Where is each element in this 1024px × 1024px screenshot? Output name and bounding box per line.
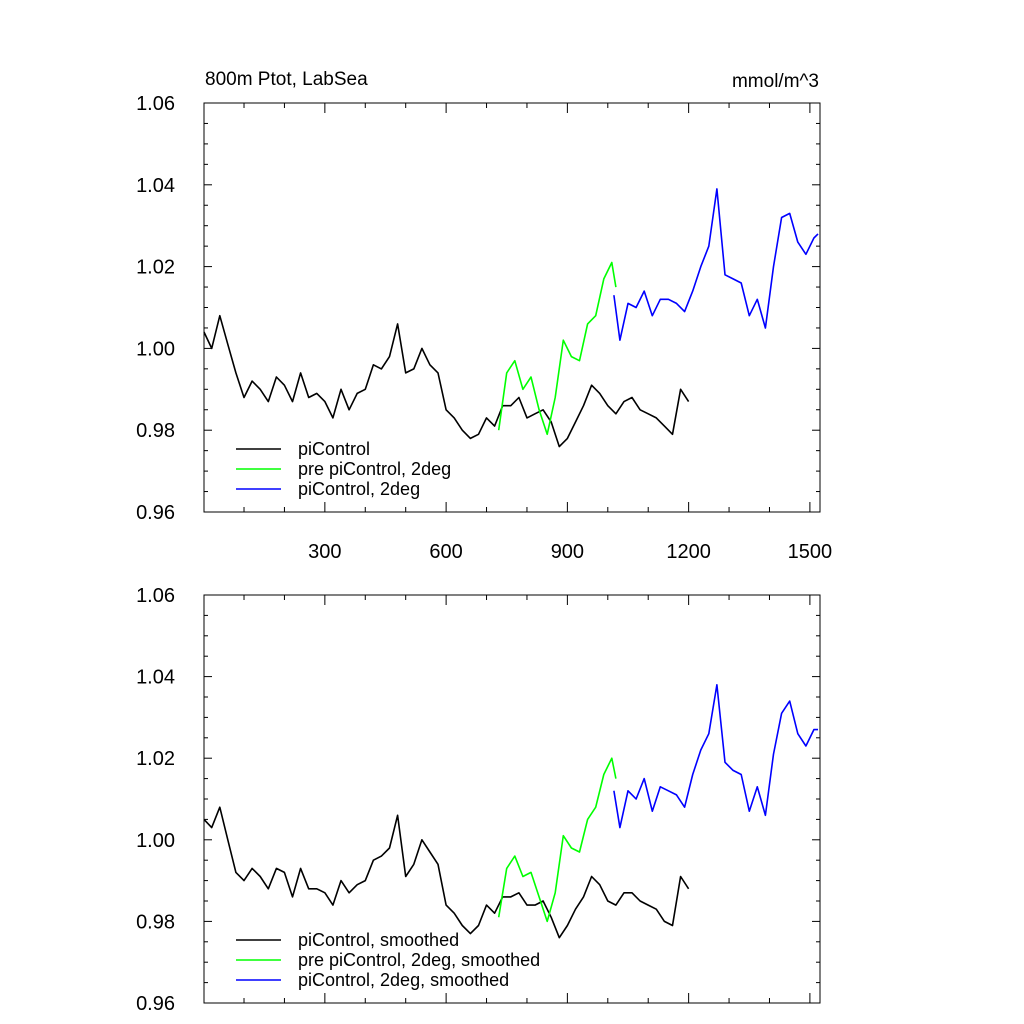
series-line-2 [497,261,617,436]
y-tick-label: 1.00 [136,830,175,852]
series-line-3 [613,188,819,342]
chart-title: 800m Ptot, LabSea [205,69,368,90]
chart-units: mmol/m^3 [732,71,819,92]
series-line-2 [497,757,617,923]
series-line-1 [203,314,690,448]
y-tick-label: 1.06 [136,93,175,115]
x-tick-label: 1500 [788,541,833,563]
legend-label: pre piControl, 2deg, smoothed [298,950,540,970]
x-tick-label: 600 [429,541,462,563]
y-tick-label: 0.98 [136,420,175,442]
legend-label: piControl, 2deg, smoothed [298,970,509,990]
x-tick-label: 900 [551,541,584,563]
top-panel: 0.96 0.98 1.00 1.02 1.04 1.06 300 600 900 1200 150… [136,93,832,563]
x-tick-label: 300 [308,541,341,563]
legend-label: piControl, 2deg [298,479,420,499]
bottom-panel: 0.96 0.98 1.00 1.02 1.04 1.06 piControl, smoot… [136,585,821,1015]
y-tick-label: 1.00 [136,338,175,360]
x-tick-label: 1200 [666,541,711,563]
legend-label: piControl, smoothed [298,930,459,950]
series-line-1 [203,806,690,939]
y-tick-label: 0.96 [136,502,175,524]
plot-frame [203,594,821,1004]
y-tick-label: 0.98 [136,911,175,933]
y-tick-label: 0.96 [136,993,175,1015]
y-tick-label: 1.04 [136,667,175,689]
y-tick-label: 1.06 [136,585,175,607]
y-tick-label: 1.02 [136,257,175,279]
y-tick-label: 1.02 [136,748,175,770]
series-line-3 [613,683,818,829]
y-tick-label: 1.04 [136,175,175,197]
legend-label: piControl [298,439,370,459]
legend-label: pre piControl, 2deg [298,459,451,479]
plot-frame [203,102,821,513]
